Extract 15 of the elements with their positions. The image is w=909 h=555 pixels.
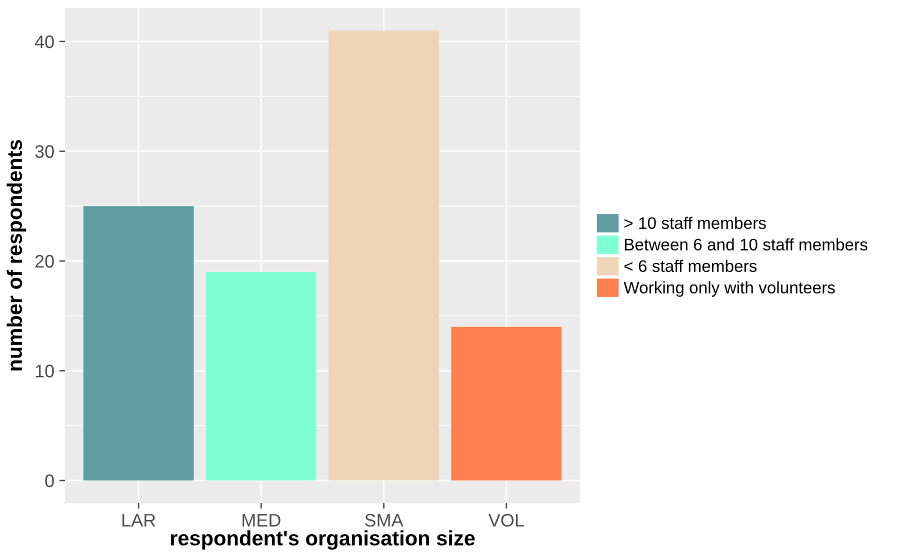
legend-label: < 6 staff members bbox=[624, 260, 757, 272]
x-tick-label: SMA bbox=[365, 514, 404, 527]
y-tick-label: 0 bbox=[45, 474, 54, 488]
y-axis-title: number of respondents bbox=[6, 140, 26, 370]
y-tick-label: 30 bbox=[35, 145, 54, 158]
x-tick-label: MED bbox=[242, 514, 280, 526]
y-tick-label: 20 bbox=[35, 254, 54, 268]
x-tick-label: LAR bbox=[122, 514, 156, 526]
y-tick-label: 10 bbox=[36, 364, 54, 378]
x-axis-title: respondent's organisation size bbox=[170, 530, 475, 550]
legend-label: > 10 staff members bbox=[624, 216, 766, 229]
legend-label: Between 6 and 10 staff members bbox=[625, 238, 868, 250]
x-tick-label: VOL bbox=[488, 514, 524, 527]
y-tick-label: 40 bbox=[34, 35, 54, 48]
legend-label: Working only with volunteers bbox=[624, 281, 835, 297]
